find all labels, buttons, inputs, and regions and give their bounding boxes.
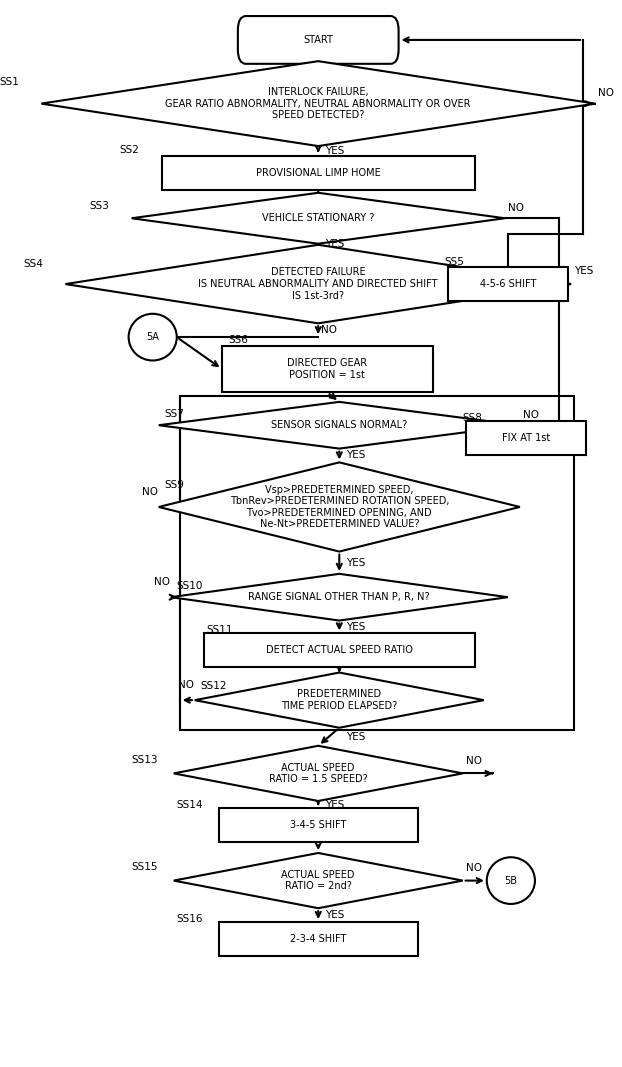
Text: NO: NO xyxy=(466,863,481,873)
FancyBboxPatch shape xyxy=(204,634,475,667)
FancyBboxPatch shape xyxy=(448,267,568,301)
Text: 5B: 5B xyxy=(504,876,518,886)
Text: SS5: SS5 xyxy=(445,257,465,267)
Text: NO: NO xyxy=(523,410,539,419)
Text: YES: YES xyxy=(346,622,366,632)
FancyBboxPatch shape xyxy=(219,809,417,842)
Text: SS13: SS13 xyxy=(132,754,158,765)
Text: YES: YES xyxy=(325,239,345,250)
Polygon shape xyxy=(65,244,571,323)
Polygon shape xyxy=(171,574,508,621)
Text: SS7: SS7 xyxy=(165,409,185,418)
Text: YES: YES xyxy=(325,799,345,810)
Text: 3-4-5 SHIFT: 3-4-5 SHIFT xyxy=(290,821,346,830)
Polygon shape xyxy=(174,746,463,801)
FancyBboxPatch shape xyxy=(162,156,475,190)
Polygon shape xyxy=(41,61,595,146)
Text: SS6: SS6 xyxy=(228,335,248,346)
Text: DETECTED FAILURE
IS NEUTRAL ABNORMALITY AND DIRECTED SHIFT
IS 1st-3rd?: DETECTED FAILURE IS NEUTRAL ABNORMALITY … xyxy=(198,268,438,301)
Text: SS2: SS2 xyxy=(119,145,139,156)
Text: YES: YES xyxy=(325,910,345,920)
Text: SS9: SS9 xyxy=(165,480,185,490)
Text: SS4: SS4 xyxy=(23,259,43,270)
Text: YES: YES xyxy=(325,146,345,156)
Text: NO: NO xyxy=(598,87,614,98)
Ellipse shape xyxy=(487,857,535,904)
FancyBboxPatch shape xyxy=(219,922,417,956)
Polygon shape xyxy=(174,853,463,908)
Text: VEHICLE STATIONARY ?: VEHICLE STATIONARY ? xyxy=(262,213,374,223)
Text: SS8: SS8 xyxy=(463,413,483,423)
Text: SENSOR SIGNALS NORMAL?: SENSOR SIGNALS NORMAL? xyxy=(271,420,407,430)
Text: 4-5-6 SHIFT: 4-5-6 SHIFT xyxy=(480,280,536,289)
Text: NO: NO xyxy=(321,325,337,335)
Text: SS12: SS12 xyxy=(201,682,228,691)
Text: PREDETERMINED
TIME PERIOD ELAPSED?: PREDETERMINED TIME PERIOD ELAPSED? xyxy=(281,689,397,711)
Text: SS11: SS11 xyxy=(207,625,233,635)
Text: Vsp>PREDETERMINED SPEED,
TbnRev>PREDETERMINED ROTATION SPEED,
Tvo>PREDETERMINED : Vsp>PREDETERMINED SPEED, TbnRev>PREDETER… xyxy=(230,484,449,529)
Text: RANGE SIGNAL OTHER THAN P, R, N?: RANGE SIGNAL OTHER THAN P, R, N? xyxy=(248,592,430,602)
FancyBboxPatch shape xyxy=(238,16,399,64)
FancyBboxPatch shape xyxy=(222,346,433,393)
Text: YES: YES xyxy=(346,732,366,742)
Text: ACTUAL SPEED
RATIO = 1.5 SPEED?: ACTUAL SPEED RATIO = 1.5 SPEED? xyxy=(269,763,368,784)
Text: PROVISIONAL LIMP HOME: PROVISIONAL LIMP HOME xyxy=(256,168,381,177)
Text: INTERLOCK FAILURE,
GEAR RATIO ABNORMALITY, NEUTRAL ABNORMALITY OR OVER
SPEED DET: INTERLOCK FAILURE, GEAR RATIO ABNORMALIT… xyxy=(165,87,471,121)
Text: SS10: SS10 xyxy=(177,580,203,590)
Text: 2-3-4 SHIFT: 2-3-4 SHIFT xyxy=(290,934,346,944)
Text: DETECT ACTUAL SPEED RATIO: DETECT ACTUAL SPEED RATIO xyxy=(266,646,413,655)
Text: NO: NO xyxy=(141,488,157,497)
Text: 5A: 5A xyxy=(146,332,159,343)
Text: YES: YES xyxy=(574,267,593,276)
Text: SS14: SS14 xyxy=(177,800,203,810)
Text: NO: NO xyxy=(466,755,481,766)
FancyBboxPatch shape xyxy=(466,421,586,455)
Polygon shape xyxy=(159,462,520,552)
Text: NO: NO xyxy=(154,577,170,587)
Polygon shape xyxy=(132,193,505,243)
Text: YES: YES xyxy=(346,450,366,461)
Text: SS16: SS16 xyxy=(177,913,203,924)
Text: START: START xyxy=(304,35,333,45)
Ellipse shape xyxy=(129,314,177,361)
Polygon shape xyxy=(195,672,484,728)
Text: SS15: SS15 xyxy=(132,862,158,872)
Text: YES: YES xyxy=(346,558,366,568)
Polygon shape xyxy=(159,402,520,448)
Text: NO: NO xyxy=(508,203,524,212)
Text: SS3: SS3 xyxy=(90,201,109,210)
Text: DIRECTED GEAR
POSITION = 1st: DIRECTED GEAR POSITION = 1st xyxy=(287,359,368,380)
Text: ACTUAL SPEED
RATIO = 2nd?: ACTUAL SPEED RATIO = 2nd? xyxy=(282,870,355,891)
Text: FIX AT 1st: FIX AT 1st xyxy=(502,433,550,443)
Text: NO: NO xyxy=(178,681,193,690)
Text: SS1: SS1 xyxy=(0,78,19,87)
